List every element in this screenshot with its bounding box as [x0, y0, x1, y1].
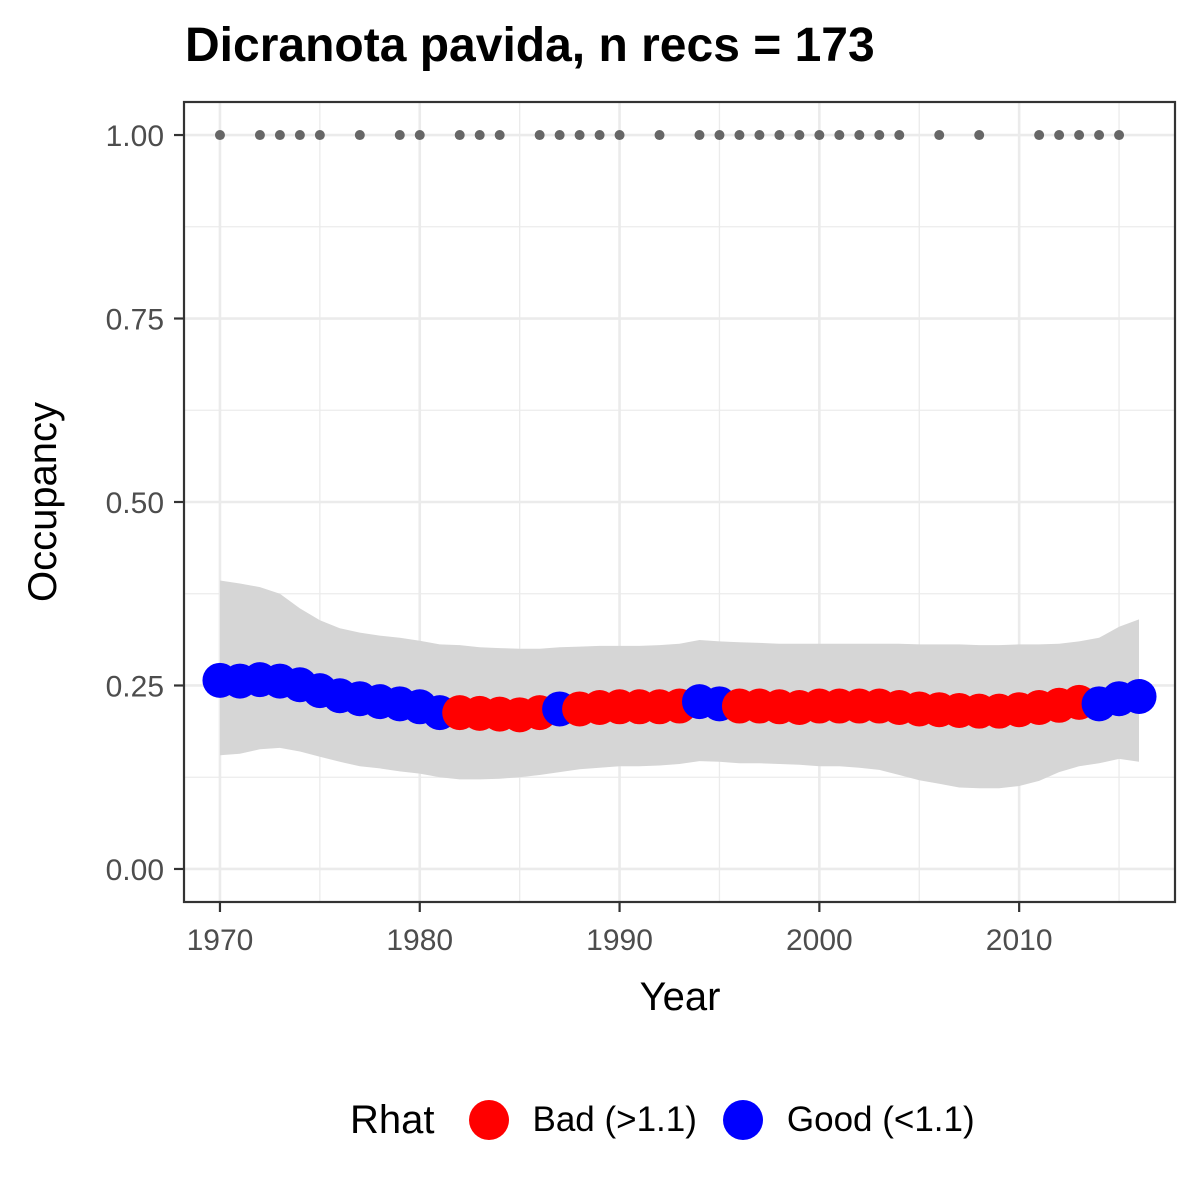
legend-item-bad: Bad (>1.1) — [468, 1100, 697, 1140]
record-point — [214, 130, 225, 141]
occupancy-point-good — [1121, 678, 1157, 714]
record-point — [1094, 130, 1105, 141]
legend-label-bad: Bad (>1.1) — [532, 1100, 697, 1139]
legend-title: Rhat — [350, 1097, 435, 1142]
record-point — [854, 130, 865, 141]
y-tick-label: 1.00 — [106, 120, 164, 153]
record-point — [294, 130, 305, 141]
record-point — [734, 130, 745, 141]
record-point — [694, 130, 705, 141]
record-point — [974, 130, 985, 141]
record-point — [1074, 130, 1085, 141]
occupancy-points — [202, 662, 1157, 733]
x-tick-label: 1990 — [586, 924, 653, 957]
y-tick-label: 0.50 — [106, 487, 164, 520]
record-point — [534, 130, 545, 141]
record-point — [354, 130, 365, 141]
y-tick-label: 0.00 — [106, 854, 164, 887]
record-point — [254, 130, 265, 141]
record-point — [774, 130, 785, 141]
x-tick-label: 1970 — [187, 924, 254, 957]
record-point — [1034, 130, 1045, 141]
x-axis-label: Year — [640, 975, 721, 1019]
legend-label-good: Good (<1.1) — [786, 1100, 975, 1139]
y-axis-label: Occupancy — [21, 402, 65, 602]
record-point — [814, 130, 825, 141]
record-point — [894, 130, 905, 141]
record-point — [714, 130, 725, 141]
y-tick-label: 0.25 — [106, 670, 164, 703]
record-point — [1114, 130, 1125, 141]
record-point — [274, 130, 285, 141]
record-point — [574, 130, 585, 141]
observation-records — [214, 130, 1125, 141]
record-point — [594, 130, 605, 141]
x-tick-label: 2000 — [786, 924, 853, 957]
legend-key-good — [722, 1100, 763, 1140]
record-point — [874, 130, 885, 141]
record-point — [834, 130, 845, 141]
credible-interval-ribbon — [220, 580, 1139, 789]
x-tick-label: 2010 — [986, 924, 1053, 957]
record-point — [554, 130, 565, 141]
record-point — [614, 130, 625, 141]
y-tick-label: 0.75 — [106, 304, 164, 337]
x-tick-label: 1980 — [386, 924, 453, 957]
record-point — [414, 130, 425, 141]
legend-item-good: Good (<1.1) — [722, 1100, 975, 1140]
credible-interval-band — [220, 580, 1139, 789]
record-point — [454, 130, 465, 141]
record-point — [474, 130, 485, 141]
record-point — [494, 130, 505, 141]
record-point — [794, 130, 805, 141]
chart-title: Dicranota pavida, n recs = 173 — [185, 19, 875, 72]
record-point — [934, 130, 945, 141]
record-point — [394, 130, 405, 141]
legend: Rhat Bad (>1.1) Good (<1.1) — [350, 1090, 1001, 1150]
record-point — [654, 130, 665, 141]
legend-key-bad — [468, 1100, 509, 1140]
axes: 1970 1980 1990 2000 2010 0.00 0.25 0.50 0.75 1.00 — [106, 120, 1053, 957]
record-point — [314, 130, 325, 141]
record-point — [754, 130, 765, 141]
record-point — [1054, 130, 1065, 141]
